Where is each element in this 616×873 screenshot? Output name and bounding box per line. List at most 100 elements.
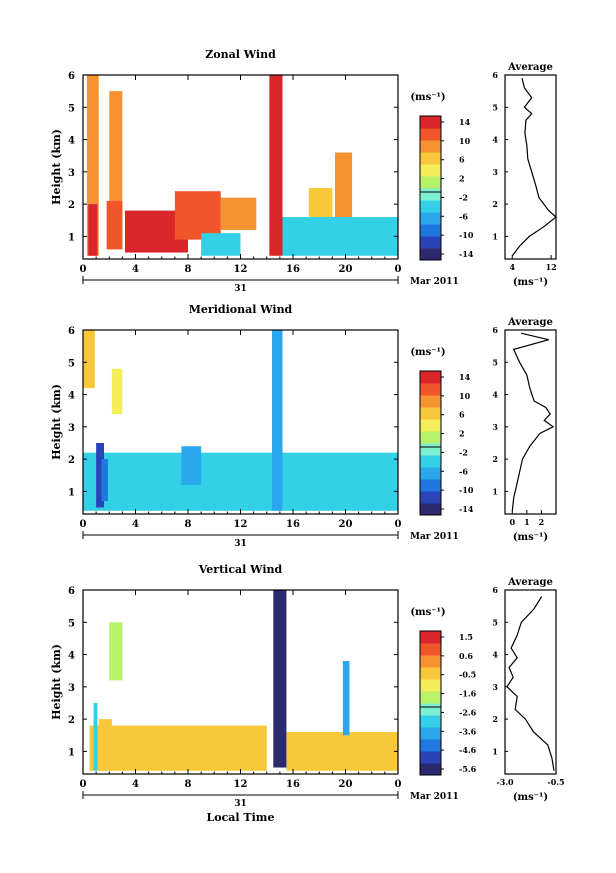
heatmap-cell: [111, 368, 123, 414]
colorbar-segment: [420, 631, 441, 644]
profile-x-label: (ms⁻¹): [513, 792, 548, 803]
heatmap-cell: [201, 233, 241, 256]
heatmap-cell: [98, 719, 112, 771]
colorbar-tick-label: 2: [459, 429, 465, 439]
profile-frame: [504, 329, 557, 515]
colorbar-tick-label: -2.6: [459, 707, 477, 717]
profile-x-tick-label: 0: [509, 517, 515, 527]
profile-y-tick-label: 6: [492, 325, 498, 335]
profile-title: Average: [507, 577, 553, 588]
colorbar-segment: [420, 431, 441, 444]
heatmap-cell: [220, 197, 257, 230]
profile-y-tick-label: 3: [492, 167, 498, 177]
colorbar-tick-label: -5.6: [459, 764, 477, 774]
y-axis-label: Height (km): [50, 129, 63, 205]
y-tick-label: 5: [68, 358, 75, 369]
x-tick-label: 16: [286, 779, 300, 790]
colorbar-tick-label: 14: [459, 372, 471, 382]
colorbar-tick-label: -10: [459, 485, 474, 495]
profile-line: [511, 78, 557, 257]
x-tick-label: 0: [395, 779, 402, 790]
colorbar-frame: [419, 630, 442, 776]
x-tick-label: 8: [185, 519, 192, 530]
panel-title: Zonal Wind: [205, 48, 276, 61]
profile-x-tick-label: 2: [539, 517, 545, 527]
colorbar-tick-label: 2: [459, 174, 465, 184]
heatmap-cell: [342, 661, 350, 736]
colorbar-tick-label: 10: [459, 136, 471, 146]
x-tick-label: 0: [395, 519, 402, 530]
colorbar-segment: [420, 140, 441, 153]
y-tick-label: 2: [68, 715, 75, 726]
y-axis-label: Height (km): [50, 384, 63, 460]
colorbar-segment: [420, 763, 441, 776]
profile-frame: [504, 589, 557, 775]
profile-y-tick-label: 2: [492, 714, 498, 724]
colorbar-tick-label: -3.6: [459, 726, 477, 736]
heatmap-cell: [83, 452, 398, 511]
profile-x-tick-label: -0.5: [547, 777, 564, 787]
colorbar-segment: [420, 739, 441, 752]
colorbar-segment: [420, 212, 441, 225]
x-tick-label: 4: [132, 264, 139, 275]
colorbar-tick-label: 1.5: [459, 632, 473, 642]
profile-title: Average: [507, 317, 553, 328]
colorbar-tick-label: -6: [459, 466, 468, 476]
y-tick-label: 5: [68, 103, 75, 114]
colorbar-segment: [420, 479, 441, 492]
profile-frame: [504, 74, 557, 260]
y-tick-label: 1: [68, 232, 75, 243]
y-tick-label: 3: [68, 168, 75, 179]
x-tick-label: 16: [286, 519, 300, 530]
colorbar-segment: [420, 236, 441, 249]
x-tick-label: 20: [339, 779, 353, 790]
colorbar-segment: [420, 407, 441, 420]
profile-x-tick-label: 12: [546, 262, 557, 272]
panel-title: Vertical Wind: [198, 563, 283, 576]
heatmap-cell: [181, 446, 202, 485]
x-axis-label: Local Time: [207, 811, 275, 824]
heatmap-cell: [335, 152, 353, 218]
colorbar-segment: [420, 152, 441, 165]
x-tick-label: 12: [234, 779, 248, 790]
colorbar-segment: [420, 455, 441, 468]
colorbar-segment: [420, 643, 441, 656]
profile-title: Average: [507, 62, 553, 73]
colorbar-tick-label: -14: [459, 504, 474, 514]
colorbar-frame: [419, 370, 442, 516]
colorbar-segment: [420, 419, 441, 432]
day-label: 31: [234, 799, 247, 809]
colorbar-segment: [420, 503, 441, 516]
colorbar-segment: [420, 176, 441, 189]
x-tick-label: 8: [185, 779, 192, 790]
colorbar-segment: [420, 467, 441, 480]
heatmap-cell: [93, 702, 98, 771]
profile-y-tick-label: 2: [492, 454, 498, 464]
x-tick-label: 20: [339, 519, 353, 530]
x-tick-label: 8: [185, 264, 192, 275]
profile-y-tick-label: 6: [492, 70, 498, 80]
colorbar-tick-label: 6: [459, 410, 465, 420]
colorbar-segment: [420, 116, 441, 129]
colorbar-segment: [420, 751, 441, 764]
x-tick-label: 12: [234, 264, 248, 275]
colorbar-segment: [420, 395, 441, 408]
heatmap-cell: [89, 725, 267, 771]
y-axis-label: Height (km): [50, 644, 63, 720]
colorbar-segment: [420, 703, 441, 716]
y-tick-label: 4: [68, 651, 75, 662]
profile-y-tick-label: 3: [492, 682, 498, 692]
heatmap-cell: [174, 191, 221, 240]
colorbar-segment: [420, 224, 441, 237]
colorbar-segment: [420, 164, 441, 177]
profile-y-tick-label: 6: [492, 585, 498, 595]
colorbar-tick-label: -1.6: [459, 689, 477, 699]
profile-y-tick-label: 5: [492, 102, 498, 112]
colorbar-unit: (ms⁻¹): [410, 92, 445, 103]
month-label: Mar 2011: [410, 532, 459, 542]
profile-y-tick-label: 1: [492, 231, 498, 241]
colorbar-tick-label: -4.6: [459, 745, 477, 755]
heatmap-cell: [83, 330, 95, 389]
heatmap-cell: [286, 732, 398, 771]
